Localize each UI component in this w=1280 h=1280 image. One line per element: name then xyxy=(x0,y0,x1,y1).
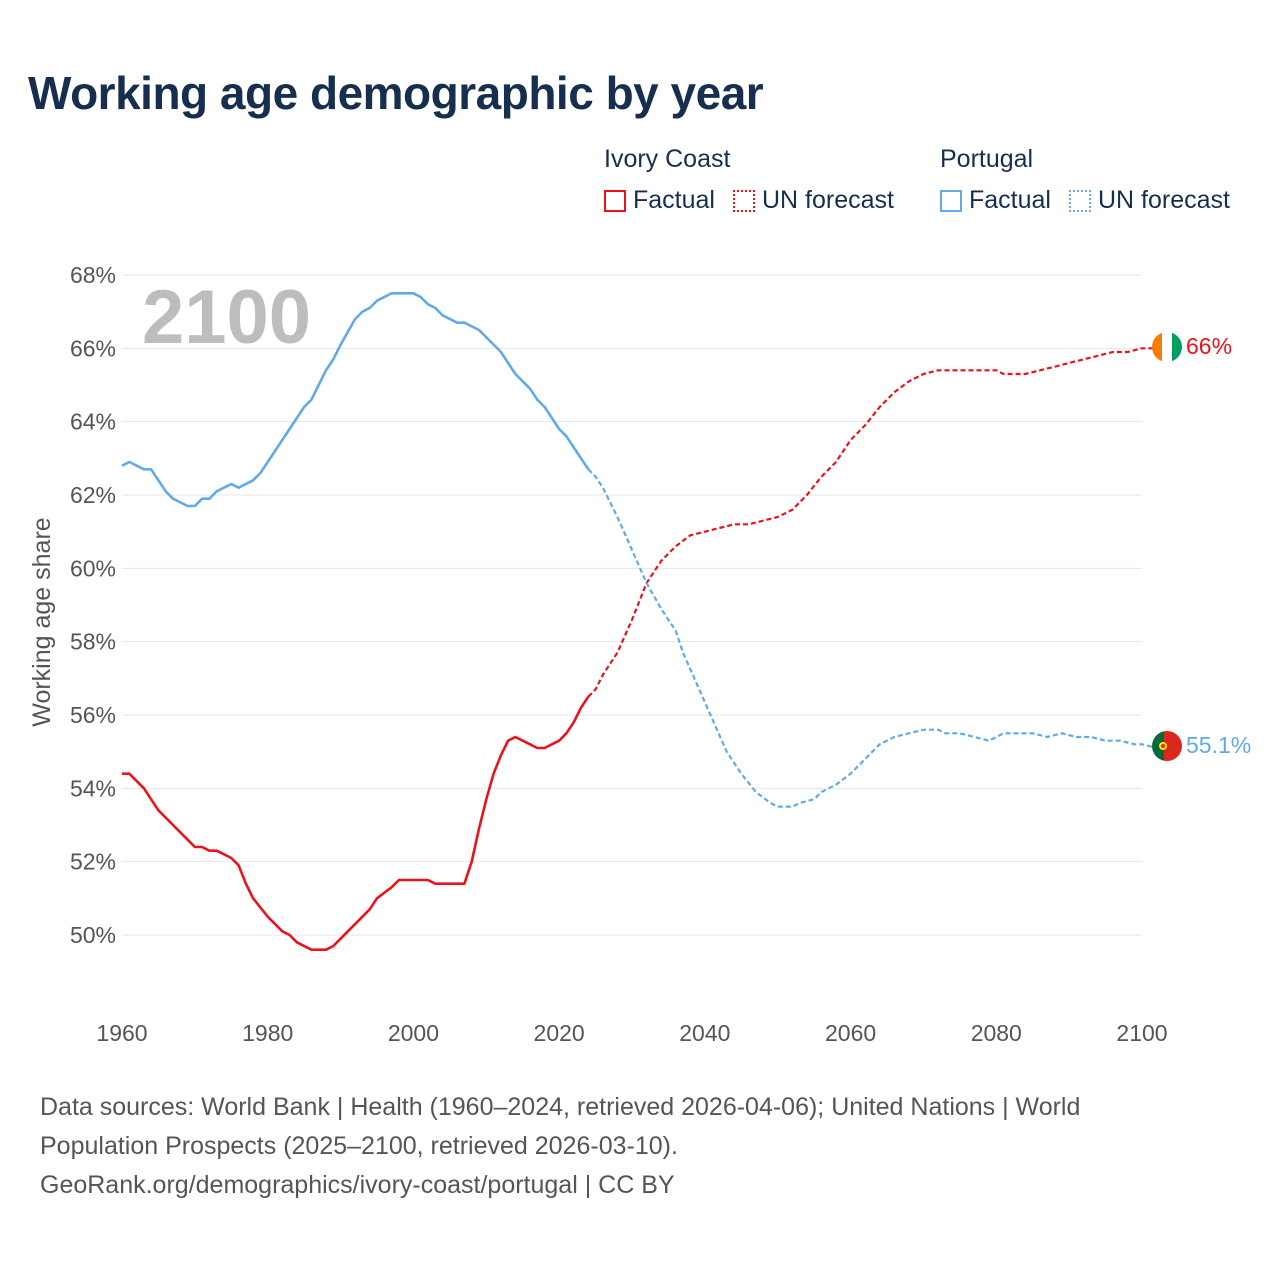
portugal-factual-line xyxy=(121,292,590,508)
x-tick-label: 2000 xyxy=(388,1020,439,1046)
portugal-forecast-line xyxy=(587,468,1157,808)
legend-item-portugal-factual[interactable]: Factual xyxy=(940,186,1051,215)
footer-line: GeoRank.org/demographics/ivory-coast/por… xyxy=(40,1171,675,1199)
x-tick-label: 1960 xyxy=(96,1020,147,1046)
y-tick-label: 64% xyxy=(70,409,116,435)
y-tick-label: 68% xyxy=(70,262,116,288)
chart-title: Working age demographic by year xyxy=(28,67,764,119)
x-tick-label: 2040 xyxy=(679,1020,730,1046)
year-overlay: 2100 xyxy=(142,275,311,360)
legend-group-portugal: Portugal Factual UN forecast xyxy=(940,144,1230,215)
ivory-coast-flag-icon xyxy=(1152,332,1182,362)
legend-group-name: Ivory Coast xyxy=(604,145,731,173)
footer-line: Population Prospects (2025–2100, retriev… xyxy=(40,1132,678,1160)
footer: Data sources: World Bank | Health (1960–… xyxy=(40,1088,1240,1205)
x-tick-label: 2080 xyxy=(971,1020,1022,1046)
legend-group-ivory-coast: Ivory Coast Factual UN forecast xyxy=(604,144,912,215)
y-tick-label: 58% xyxy=(70,629,116,655)
legend-group-name: Portugal xyxy=(940,145,1034,173)
x-axis: 1960 1980 2000 2020 2040 2060 2080 2100 xyxy=(96,1020,1167,1046)
end-value-label-portugal: 55.1% xyxy=(1186,732,1251,758)
legend-label: UN forecast xyxy=(1097,186,1230,214)
x-tick-label: 2060 xyxy=(825,1020,876,1046)
ivory-coast-factual-line xyxy=(122,695,590,951)
y-tick-label: 56% xyxy=(70,702,116,728)
legend-item-ivory-coast-factual[interactable]: Factual xyxy=(604,186,715,215)
y-tick-label: 52% xyxy=(70,849,116,875)
x-tick-label: 2020 xyxy=(534,1020,585,1046)
legend-swatch-dotted xyxy=(732,189,755,212)
y-tick-label: 62% xyxy=(70,482,116,508)
legend-swatch-dotted xyxy=(1068,189,1091,212)
legend-label: Factual xyxy=(633,186,715,214)
series xyxy=(121,292,1157,951)
footer-line: Data sources: World Bank | Health (1960–… xyxy=(40,1093,1081,1121)
y-tick-label: 60% xyxy=(70,555,116,581)
legend-item-ivory-coast-forecast[interactable]: UN forecast xyxy=(732,186,894,215)
y-tick-label: 50% xyxy=(70,922,116,948)
legend-label: UN forecast xyxy=(761,186,894,214)
grid xyxy=(122,274,1142,936)
y-tick-label: 66% xyxy=(70,335,116,361)
portugal-flag-icon xyxy=(1152,731,1182,761)
legend-swatch-solid xyxy=(940,189,962,212)
legend-item-portugal-forecast[interactable]: UN forecast xyxy=(1068,186,1230,215)
x-tick-label: 2100 xyxy=(1116,1020,1167,1046)
end-value-label-ivory-coast: 66% xyxy=(1186,333,1232,359)
ivory-coast-forecast-line xyxy=(587,347,1157,698)
y-tick-label: 54% xyxy=(70,775,116,801)
y-axis-label: Working age share xyxy=(28,517,56,726)
x-tick-label: 1980 xyxy=(242,1020,293,1046)
legend-label: Factual xyxy=(969,186,1051,214)
y-axis: 50% 52% 54% 56% 58% 60% 62% 64% 66% 68% xyxy=(70,262,116,948)
legend-swatch-solid xyxy=(604,189,626,212)
